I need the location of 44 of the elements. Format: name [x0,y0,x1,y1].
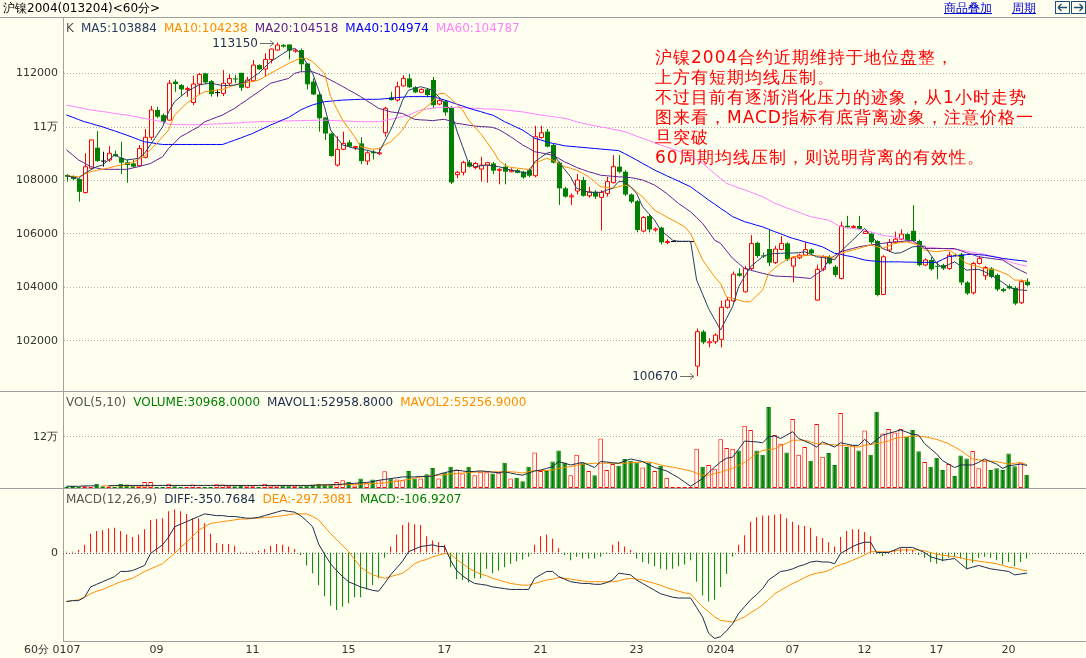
legend-title: VOL(5,10) [66,395,127,409]
annotation: 113150 [212,35,258,50]
x-tick-label: 07 [785,643,800,657]
text: MA20:104518 [254,21,339,35]
series-label: DEA:-297.3081 [262,492,353,506]
text: MA60:104787 [436,21,520,35]
x-tick-label: 23 [629,643,644,657]
x-tick-label: 09 [149,643,164,657]
y-tick-label: 108000 [16,173,58,187]
annotation: 60周期均线压制，则说明背离的有效性。 [655,147,986,167]
x-tick-label: 0107 [52,643,81,657]
text: MA10:104238 [163,21,248,35]
text: 周期 [1012,0,1036,17]
x-axis-title: 60分 [24,643,49,656]
text: 商品叠加 [944,0,992,17]
x-tick-label: 12 [857,643,872,657]
y-tick-label: 112000 [16,66,58,80]
y-tick-label: 102000 [16,333,58,347]
x-tick-label: 17 [929,643,944,657]
x-tick-label: 15 [341,643,356,657]
text: MAVOL2:55256.9000 [400,395,527,409]
annotation: 不过目前有逐渐消化压力的迹象，从1小时走势图来看，MACD指标有底背离迹象，注意价格一旦突破 [655,87,1035,147]
annotation: 100670 [632,368,678,383]
text: MA5:103884 [80,21,157,35]
x-tick-label: 0204 [706,643,735,657]
text: MAVOL1:52958.8000 [267,395,394,409]
text: 沪镍2004(013204)<60分> [3,0,161,17]
x-tick-label: 21 [533,643,548,657]
annotation: 沪镍2004合约近期维持于地位盘整， [655,47,956,67]
text: MA40:104974 [345,21,429,35]
series-label: DIFF:-350.7684 [164,492,256,506]
annotation: 上方有短期均线压制。 [655,67,836,87]
ref-line-label: 0 [51,546,58,560]
ref-line-label: 11万 [33,120,58,134]
x-tick-label: 17 [437,643,452,657]
legend-title: K [66,21,74,35]
y-tick-label: 12万 [33,429,58,443]
x-tick-label: 20 [1001,643,1016,657]
y-tick-label: 106000 [16,226,58,240]
x-tick-label: 11 [245,643,260,657]
y-tick-label: 104000 [16,280,58,294]
text: VOLUME:30968.0000 [133,395,261,409]
legend-title: MACD(12,26,9) [66,492,158,506]
series-label: MACD:-106.9207 [359,492,462,506]
